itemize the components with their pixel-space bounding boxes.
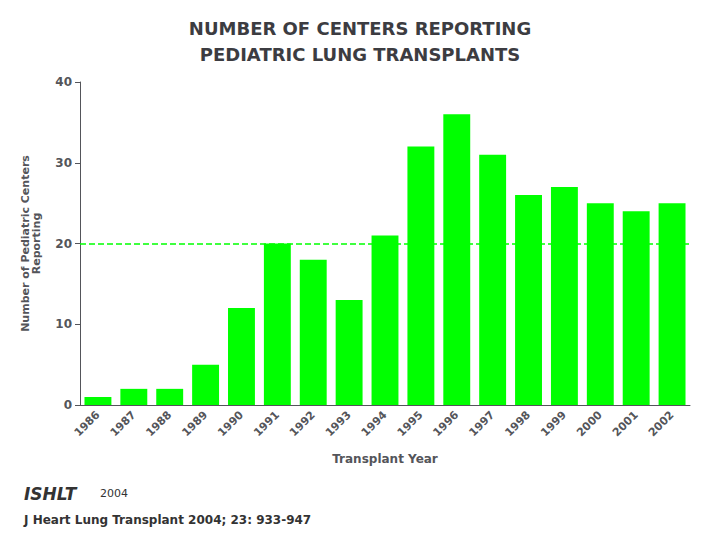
svg-text:1993: 1993: [323, 408, 354, 439]
svg-text:1987: 1987: [108, 408, 139, 439]
svg-text:1989: 1989: [179, 408, 210, 439]
svg-text:1995: 1995: [395, 408, 426, 439]
svg-text:PEDIATRIC LUNG TRANSPLANTS: PEDIATRIC LUNG TRANSPLANTS: [200, 44, 521, 65]
svg-text:NUMBER OF CENTERS REPORTING: NUMBER OF CENTERS REPORTING: [189, 18, 531, 39]
svg-text:0: 0: [64, 398, 72, 412]
svg-text:Reporting: Reporting: [30, 213, 43, 275]
svg-text:1991: 1991: [251, 408, 282, 439]
svg-text:2002: 2002: [646, 408, 677, 439]
svg-text:1996: 1996: [431, 408, 462, 439]
svg-text:2000: 2000: [574, 408, 605, 439]
svg-text:1998: 1998: [502, 408, 533, 439]
svg-text:2001: 2001: [610, 408, 641, 439]
svg-text:20: 20: [55, 237, 72, 251]
svg-text:1986: 1986: [72, 408, 103, 439]
svg-text:ISHLT: ISHLT: [24, 484, 78, 504]
svg-text:2004: 2004: [100, 487, 128, 500]
svg-text:Number of Pediatric Centers: Number of Pediatric Centers: [19, 155, 32, 332]
svg-text:1999: 1999: [538, 408, 569, 439]
svg-text:1997: 1997: [466, 408, 497, 439]
svg-text:1990: 1990: [215, 408, 246, 439]
svg-text:J Heart Lung Transplant 2004;: J Heart Lung Transplant 2004; 23: 933-94…: [23, 513, 311, 527]
svg-text:1992: 1992: [287, 408, 318, 439]
svg-text:30: 30: [55, 156, 72, 170]
svg-text:Transplant Year: Transplant Year: [332, 452, 438, 466]
svg-text:10: 10: [55, 317, 72, 331]
svg-text:40: 40: [55, 75, 72, 89]
svg-text:1988: 1988: [143, 408, 174, 439]
svg-text:1994: 1994: [359, 408, 390, 439]
